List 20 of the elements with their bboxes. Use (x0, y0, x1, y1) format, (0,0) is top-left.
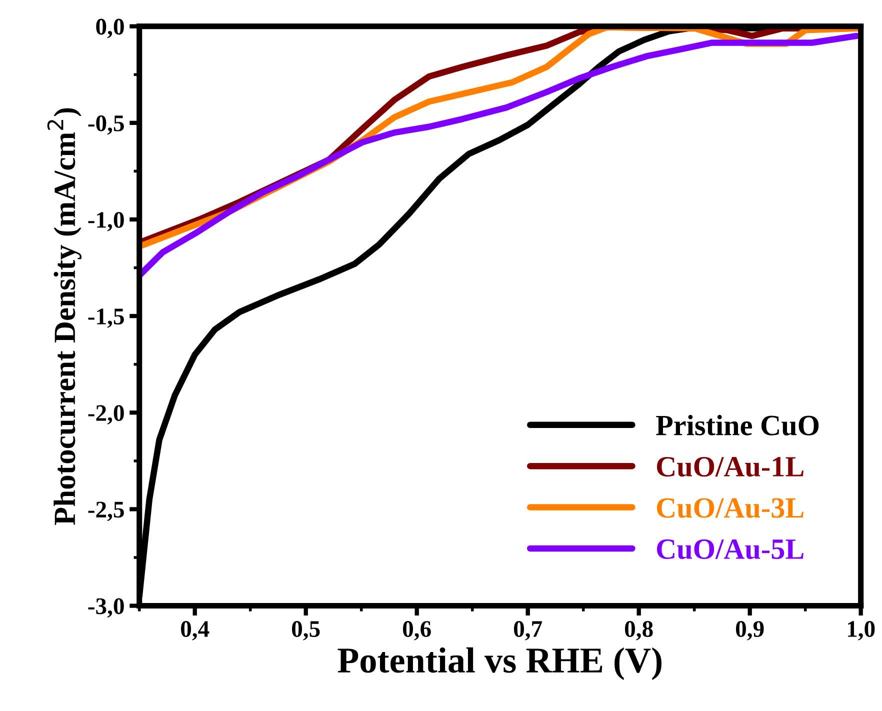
x-axis-title: Potential vs RHE (V) (338, 647, 662, 680)
y-tick-label: 0,0 (96, 18, 124, 38)
x-tick-label: 1,0 (848, 621, 875, 640)
x-tick-label: 0,7 (514, 621, 542, 640)
y-tick-label: -2,5 (88, 502, 124, 522)
x-tick-label: 0,6 (402, 621, 431, 640)
x-tick-label: 0,8 (624, 621, 653, 640)
y-tick-label: -3,0 (88, 598, 124, 618)
y-axis-title: Photocurrent Density (mA/cm$^{2}$) (47, 108, 82, 525)
x-tick-label: 0,4 (180, 621, 210, 640)
y-tick-label: -1,0 (88, 212, 124, 232)
x-tick-label: 0,5 (292, 621, 320, 640)
legend-label: CuO/Au-3L (656, 498, 804, 518)
legend-label: CuO/Au-5L (656, 539, 804, 560)
legend-label: CuO/Au-1L (656, 456, 804, 477)
y-tick-label: -0,5 (88, 115, 124, 135)
legend-label: Pristine CuO (656, 414, 819, 436)
y-tick-label: -1,5 (88, 308, 124, 328)
y-tick-label: -2,0 (88, 405, 124, 424)
x-tick-label: 0,9 (736, 621, 764, 640)
